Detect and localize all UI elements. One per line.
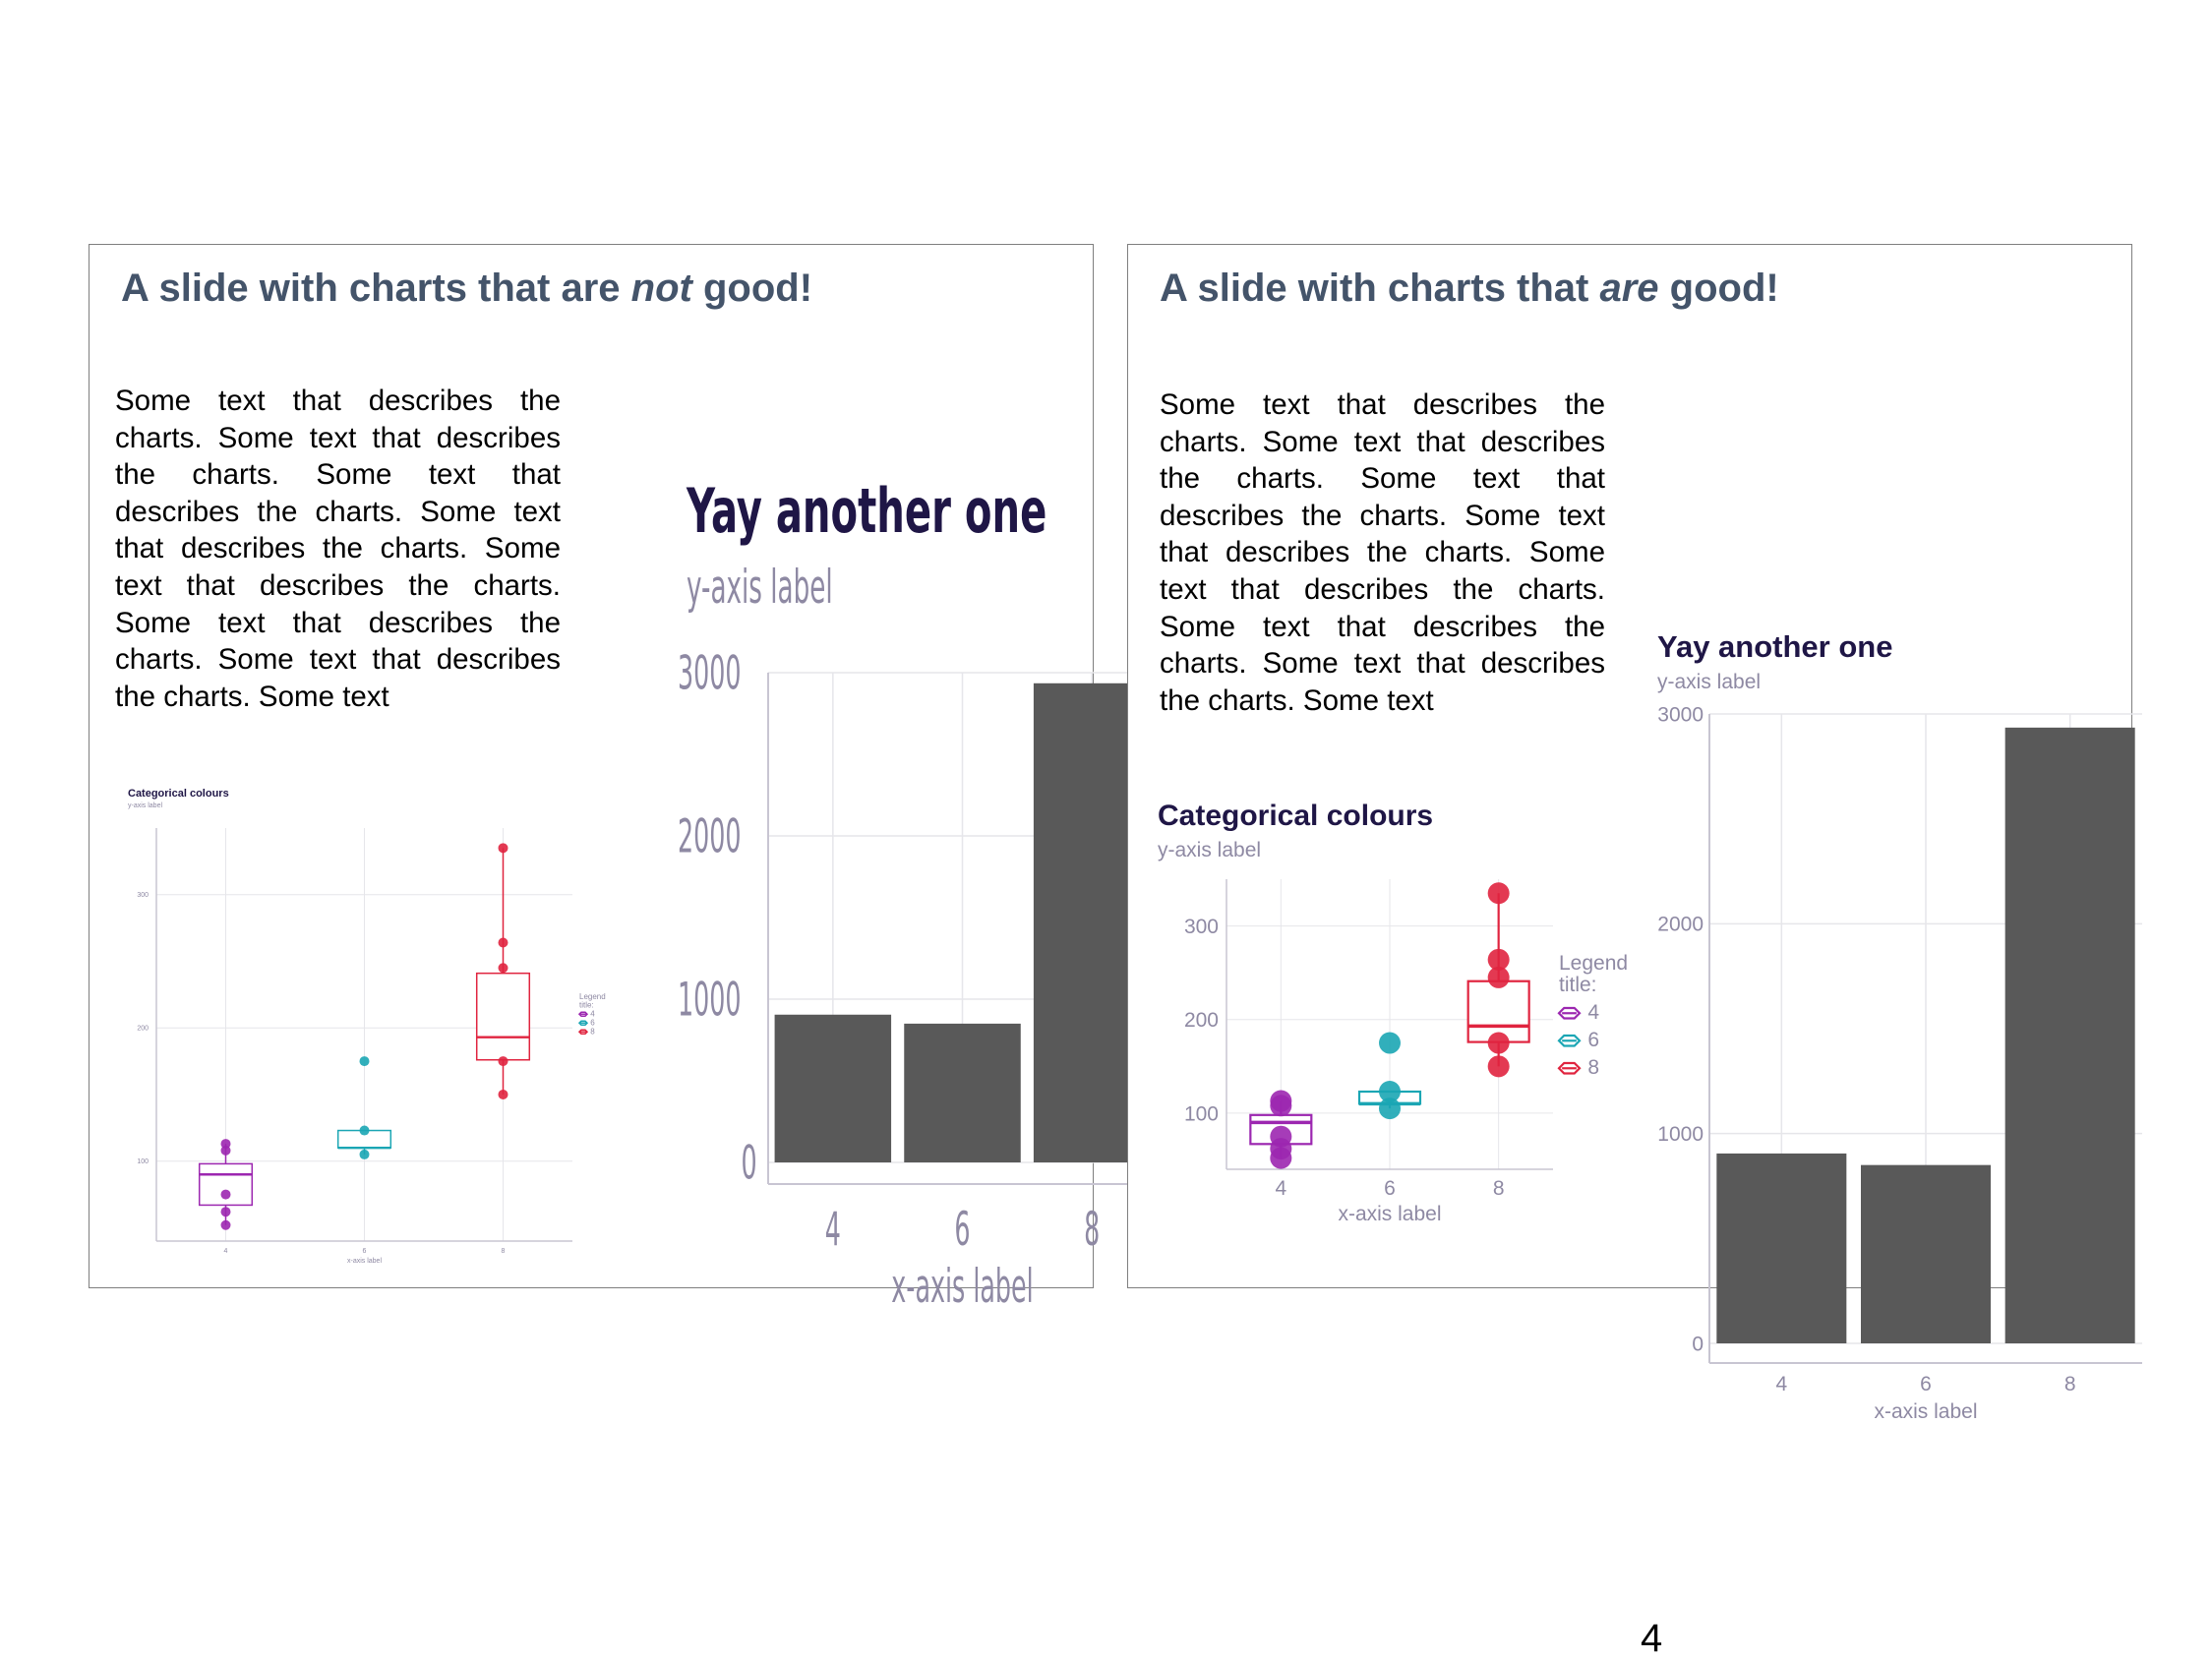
x-tick-label: 4 (1775, 1373, 1787, 1395)
y-axis-label: y-axis label (1657, 671, 1761, 693)
y-tick-label: 100 (1184, 1102, 1219, 1125)
point-8 (498, 843, 508, 854)
legend-label: 8 (590, 1027, 595, 1036)
point-8 (1487, 1055, 1510, 1078)
x-axis-label: x-axis label (1874, 1400, 1977, 1423)
box-plot-tiny: Categorical colours y-axis label 100 200 300… (128, 788, 606, 1265)
box-8 (475, 972, 531, 1061)
y-tick-label: 0 (741, 1137, 756, 1191)
x-axis-label: x-axis label (891, 1261, 1033, 1315)
y-tick-label: 2000 (1657, 914, 1704, 936)
point-6 (359, 1149, 370, 1159)
title-prefix: A slide with charts that (1160, 267, 1600, 310)
x-tick-label: 8 (1493, 1177, 1505, 1200)
chart-title: Yay another one (686, 476, 1046, 547)
bar-chart-stretched: Yay another one y-axis label 0 1000 2000 3000… (678, 476, 1157, 1314)
legend-title: Legend (1559, 952, 1628, 975)
bar-6 (1861, 1164, 1991, 1343)
x-tick-label: 6 (363, 1248, 367, 1255)
box-plot: Categorical colours y-axis label 100 200 300… (1158, 800, 1628, 1225)
legend-label: 6 (590, 1018, 595, 1027)
x-tick-label: 6 (954, 1204, 970, 1258)
title-suffix: good! (691, 267, 813, 310)
slide-title: A slide with charts that are good! (1160, 267, 1779, 311)
point-4 (1270, 1090, 1292, 1112)
x-tick-label: 8 (2064, 1373, 2076, 1395)
point-8 (1487, 882, 1510, 905)
legend-label: 4 (1587, 1001, 1599, 1024)
bar-6 (904, 1023, 1021, 1162)
y-axis-label: y-axis label (687, 562, 833, 615)
title-emphasis: not (630, 267, 692, 310)
title-prefix: A slide with charts that are (121, 267, 631, 310)
point-6 (359, 1056, 370, 1067)
point-4 (220, 1139, 231, 1150)
point-4 (220, 1189, 231, 1200)
point-6 (359, 1125, 370, 1136)
y-axis-label: y-axis label (128, 802, 162, 809)
title-suffix: good! (1658, 267, 1779, 310)
y-tick-label: 100 (137, 1158, 149, 1165)
chart-title: Categorical colours (1158, 800, 1433, 832)
slide-good: A slide with charts that are good! Some … (1127, 244, 2142, 1423)
bar-4 (1716, 1153, 1847, 1343)
x-axis-label: x-axis label (1338, 1203, 1441, 1225)
point-4 (1270, 1125, 1292, 1148)
x-tick-label: 4 (825, 1204, 841, 1258)
y-tick-label: 3000 (1657, 703, 1704, 726)
point-4 (220, 1207, 231, 1217)
x-tick-label: 4 (224, 1248, 228, 1255)
y-axis-label: y-axis label (1158, 839, 1261, 861)
point-4 (220, 1219, 231, 1230)
title-emphasis: are (1599, 267, 1659, 310)
slide-not-good: A slide with charts that are not good! S… (89, 244, 1157, 1314)
chart-title: Categorical colours (128, 788, 229, 800)
x-tick-label: 6 (1920, 1373, 1932, 1395)
x-tick-label: 6 (1384, 1177, 1396, 1200)
point-8 (1487, 1032, 1510, 1054)
y-tick-label: 1000 (678, 974, 742, 1028)
bar-4 (774, 1014, 892, 1162)
point-8 (498, 963, 508, 974)
x-tick-label: 8 (1084, 1204, 1100, 1258)
y-tick-label: 300 (1184, 916, 1219, 938)
point-6 (1379, 1032, 1401, 1054)
bar-8 (2004, 727, 2135, 1343)
y-tick-label: 3000 (678, 647, 742, 701)
y-tick-label: 200 (1184, 1009, 1219, 1032)
body-text: Some text that describes the charts. Som… (115, 385, 561, 713)
point-8 (498, 937, 508, 948)
legend-title: title: (579, 1000, 594, 1009)
y-tick-label: 300 (137, 892, 149, 899)
legend-title: title: (1559, 974, 1597, 996)
bar-chart: Yay another one y-axis label 0 1000 2000 3000… (1657, 629, 2142, 1423)
x-axis-label: x-axis label (347, 1258, 382, 1265)
point-8 (498, 1056, 508, 1067)
point-8 (498, 1089, 508, 1099)
legend-title: Legend (579, 992, 606, 1001)
point-8 (1487, 966, 1510, 988)
point-6 (1379, 1081, 1401, 1103)
point-8 (1487, 948, 1510, 971)
page-number: 4 (1641, 1617, 1663, 1660)
point-6 (1379, 1097, 1401, 1120)
x-tick-label: 8 (502, 1248, 506, 1255)
y-tick-label: 200 (137, 1026, 149, 1033)
x-tick-label: 4 (1275, 1177, 1286, 1200)
chart-title: Yay another one (1657, 629, 1892, 664)
legend-label: 6 (1587, 1029, 1599, 1051)
y-tick-label: 1000 (1657, 1123, 1704, 1146)
y-tick-label: 2000 (678, 810, 742, 864)
body-text: Some text that describes the charts. Som… (1160, 388, 1605, 717)
y-tick-label: 0 (1692, 1333, 1704, 1355)
legend-label: 8 (1587, 1056, 1599, 1079)
slide-title: A slide with charts that are not good! (121, 267, 812, 311)
legend-label: 4 (590, 1009, 595, 1018)
